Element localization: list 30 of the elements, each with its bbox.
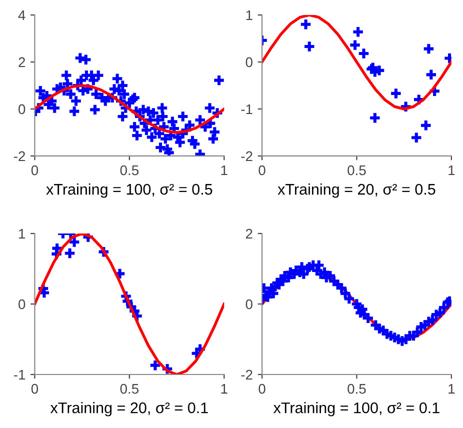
x-tick-label: 0 xyxy=(31,165,38,176)
x-tick-label: 1 xyxy=(221,384,228,394)
y-tick-label: -2 xyxy=(241,370,252,380)
y-tick-label: 0 xyxy=(18,104,26,114)
x-tick-label: 1 xyxy=(448,166,455,176)
x-tick-label: 0.5 xyxy=(120,165,138,176)
y-tick-label: 1 xyxy=(246,10,252,20)
x-tick-label: 0 xyxy=(258,165,266,176)
x-tick-label: 0 xyxy=(258,384,266,394)
y-tick-label: -1 xyxy=(241,104,252,114)
y-tick-label: -2 xyxy=(241,151,252,161)
x-tick-label: 1 xyxy=(448,384,455,394)
y-tick-label: 0 xyxy=(246,57,252,68)
y-tick-label: -1 xyxy=(14,370,26,380)
y-tick-label: 4 xyxy=(18,10,26,20)
x-axis-title: xTraining = 20, σ² = 0.1 xyxy=(50,402,208,416)
y-tick-label: 2 xyxy=(18,57,25,68)
x-tick-label: 1 xyxy=(221,166,228,176)
y-tick-label: 2 xyxy=(246,228,252,239)
y-tick-label: 0 xyxy=(18,299,26,310)
x-axis-title: xTraining = 100, σ² = 0.1 xyxy=(273,402,440,416)
x-axis-title: xTraining = 100, σ² = 0.5 xyxy=(46,184,212,198)
x-axis-title: xTraining = 20, σ² = 0.5 xyxy=(278,184,436,198)
y-tick-label: 1 xyxy=(19,228,26,239)
x-tick-label: 0.5 xyxy=(348,384,366,394)
x-tick-label: 0 xyxy=(31,384,38,394)
y-tick-label: 0 xyxy=(246,299,252,310)
x-tick-label: 0.5 xyxy=(120,384,138,394)
y-tick-label: -2 xyxy=(14,151,25,161)
x-tick-label: 0.5 xyxy=(348,165,366,176)
